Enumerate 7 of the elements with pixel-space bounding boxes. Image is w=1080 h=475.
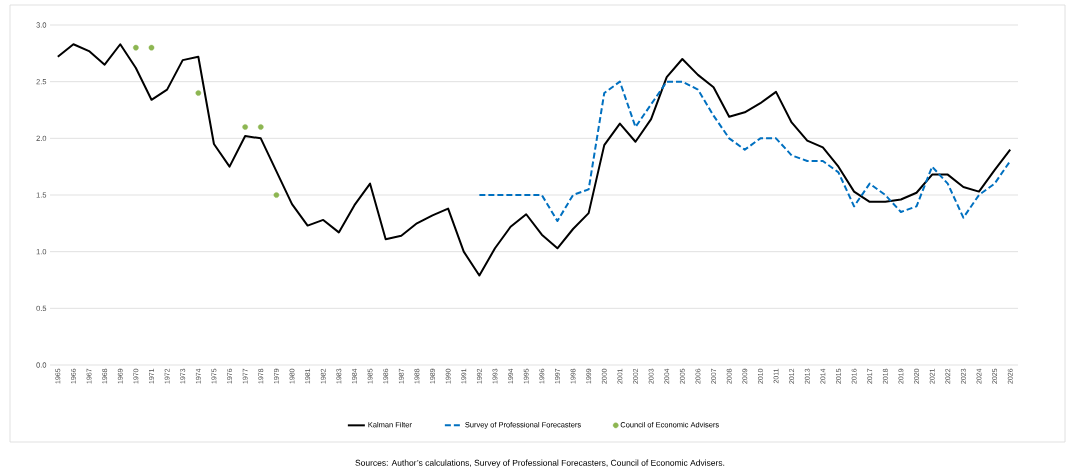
- source-note: Sources: Author’s calculations, Survey of Professional Forecasters, Council of Economic Advisers.: [355, 459, 725, 468]
- point: [242, 124, 248, 130]
- point: [257, 124, 264, 130]
- point: [133, 44, 139, 51]
- point: [148, 44, 155, 51]
- point: [195, 90, 202, 96]
- point: [273, 192, 280, 198]
